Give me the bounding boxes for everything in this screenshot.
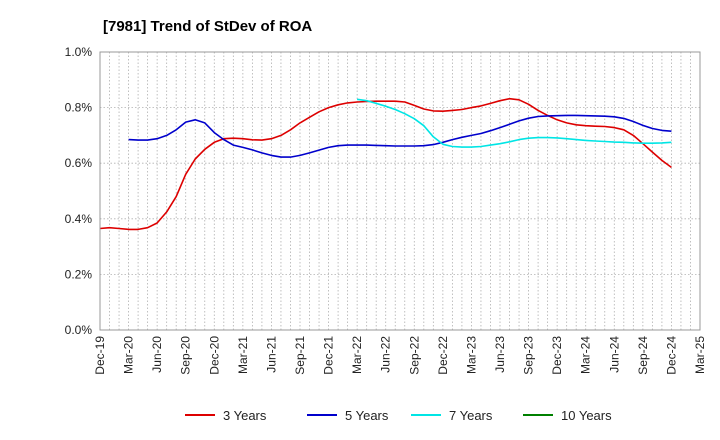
y-tick-label: 0.8% (65, 101, 93, 115)
x-tick-label: Mar-20 (122, 336, 136, 374)
x-tick-label: Mar-24 (579, 336, 593, 374)
x-tick-label: Sep-22 (407, 336, 421, 375)
x-tick-label: Sep-23 (522, 336, 536, 375)
y-tick-label: 0.0% (65, 323, 93, 337)
legend-label: 3 Years (223, 408, 267, 423)
x-tick-label: Sep-20 (179, 336, 193, 375)
y-tick-label: 0.4% (65, 212, 93, 226)
x-tick-label: Jun-21 (264, 336, 278, 373)
legend: 3 Years 5 Years 7 Years 10 Years (185, 408, 612, 423)
x-tick-label: Sep-21 (293, 336, 307, 375)
series-lines (99, 97, 672, 231)
y-tick-label: 0.6% (65, 156, 93, 170)
chart-title: [7981] Trend of StDev of ROA (103, 18, 312, 35)
legend-label: 7 Years (449, 408, 493, 423)
x-tick-label: Dec-20 (207, 336, 221, 375)
x-tick-label: Sep-24 (636, 336, 650, 375)
x-tick-label: Mar-21 (236, 336, 250, 374)
legend-label: 10 Years (561, 408, 612, 423)
grid (100, 52, 700, 330)
x-tick-label: Mar-25 (693, 336, 707, 374)
x-tick-label: Dec-19 (93, 336, 107, 375)
y-tick-label: 0.2% (65, 267, 93, 281)
x-tick-label: Dec-21 (322, 336, 336, 375)
x-tick-label: Jun-20 (150, 336, 164, 373)
x-tick-label: Jun-22 (379, 336, 393, 373)
x-tick-label: Mar-22 (350, 336, 364, 374)
y-axis: 0.0% 0.2% 0.4% 0.6% 0.8% 1.0% (65, 45, 93, 337)
series-line-3-years (99, 97, 672, 231)
x-axis: Dec-19 Mar-20 Jun-20 Sep-20 Dec-20 Mar-21 Jun-… (93, 336, 707, 375)
x-tick-label: Mar-23 (464, 336, 478, 374)
y-tick-label: 1.0% (65, 45, 93, 59)
plot-area-frame (99, 51, 701, 331)
x-tick-label: Jun-24 (607, 336, 621, 373)
x-tick-label: Dec-24 (664, 336, 678, 375)
x-tick-label: Jun-23 (493, 336, 507, 373)
x-tick-label: Dec-22 (436, 336, 450, 375)
x-tick-label: Dec-23 (550, 336, 564, 375)
series-line-7-years (356, 98, 672, 148)
legend-label: 5 Years (345, 408, 389, 423)
series-line-5-years (128, 114, 672, 158)
